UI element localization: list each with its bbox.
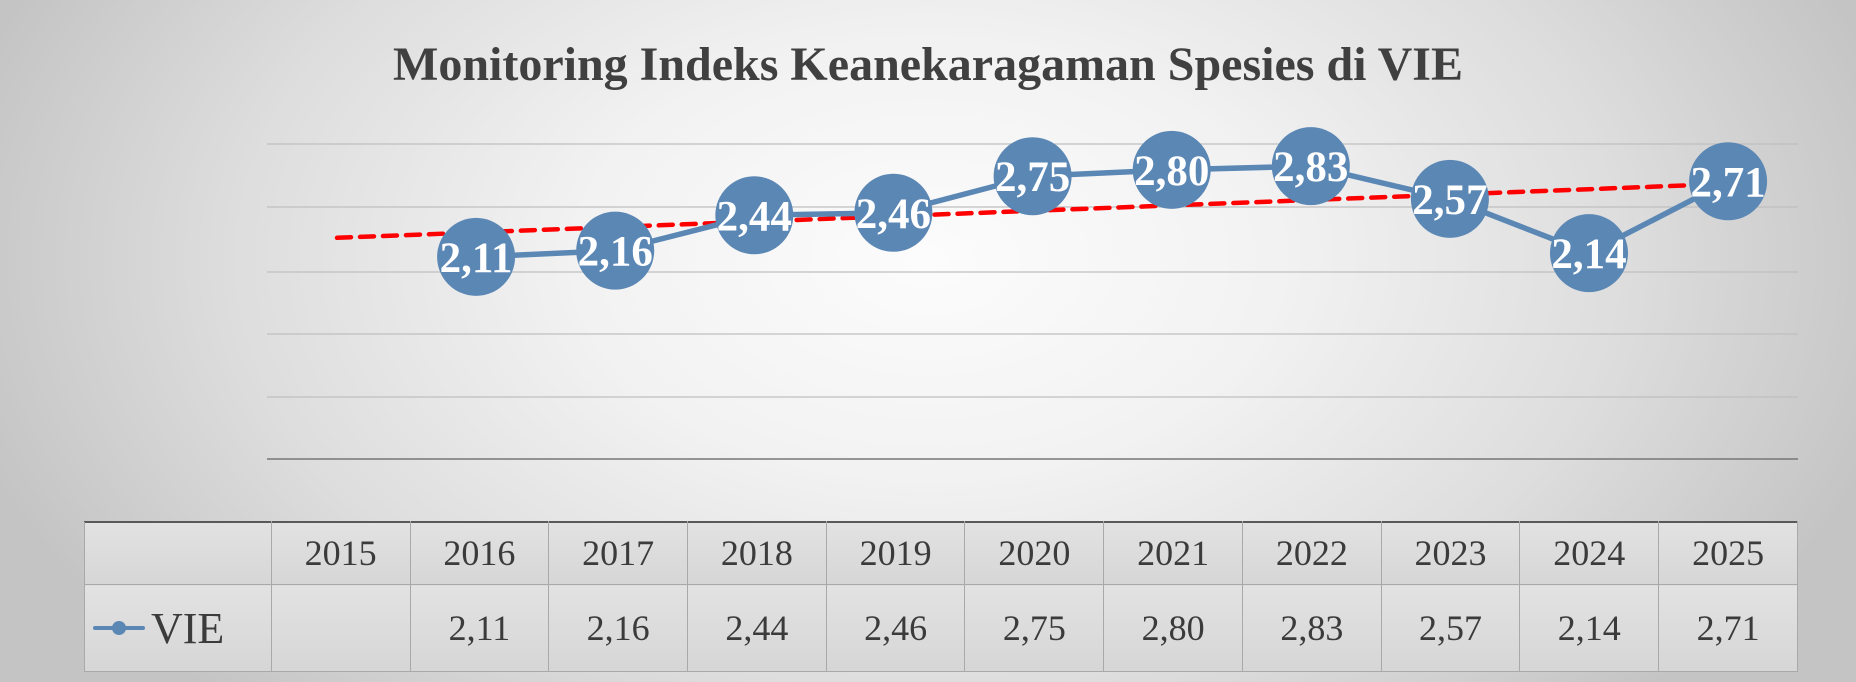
- svg-text:2,83: 2,83: [1273, 144, 1348, 191]
- svg-text:2,46: 2,46: [856, 191, 931, 238]
- svg-text:2,71: 2,71: [1690, 159, 1765, 206]
- svg-text:2,75: 2,75: [995, 154, 1070, 201]
- svg-text:2,16: 2,16: [578, 229, 653, 276]
- svg-text:2,11: 2,11: [440, 235, 513, 282]
- svg-text:2,57: 2,57: [1412, 177, 1487, 224]
- svg-text:2,14: 2,14: [1551, 231, 1626, 278]
- svg-text:2,44: 2,44: [717, 193, 792, 240]
- svg-text:2,80: 2,80: [1134, 148, 1209, 195]
